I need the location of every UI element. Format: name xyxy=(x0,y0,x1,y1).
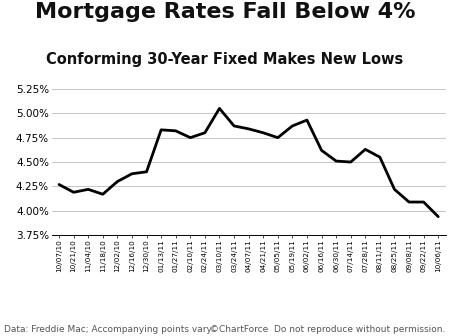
Text: Data: Freddie Mac; Accompanying points vary.: Data: Freddie Mac; Accompanying points v… xyxy=(4,325,214,334)
Text: ©ChartForce  Do not reproduce without permission.: ©ChartForce Do not reproduce without per… xyxy=(210,325,446,334)
Text: Mortgage Rates Fall Below 4%: Mortgage Rates Fall Below 4% xyxy=(35,2,415,22)
Text: Conforming 30-Year Fixed Makes New Lows: Conforming 30-Year Fixed Makes New Lows xyxy=(46,52,404,67)
